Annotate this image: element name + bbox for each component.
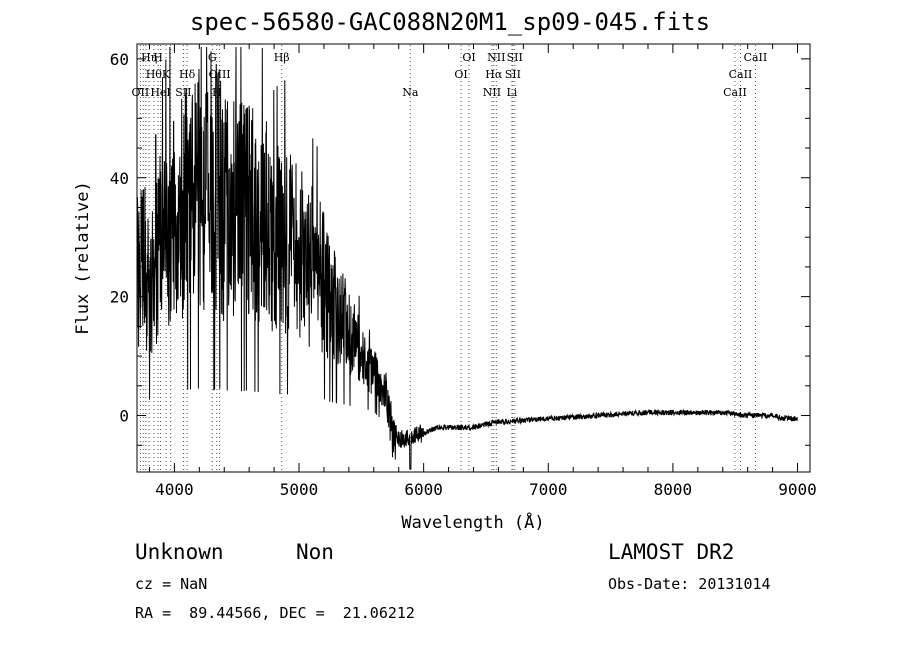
spectral-line-label: CaII [744,51,768,64]
y-tick-label: 40 [110,169,129,188]
spectral-line-label: Hα [485,68,503,81]
object-subclass: Non [296,540,334,564]
y-axis-label: Flux (relative) [73,181,93,335]
spectral-line-label: Li [506,86,517,99]
spectral-line-label: SII [507,51,523,64]
object-class: Unknown [135,540,224,564]
spectral-line-label: NII [487,51,505,64]
spectral-line-label: G [208,51,217,64]
spectral-line-label: OI [454,68,467,81]
axis-ticks: 4000 5000 6000 7000 8000 9000 0 20 40 60 [110,44,817,499]
spectrum-series [136,46,798,470]
spectral-line-label: OIII [209,68,231,81]
spectral-line-markers [139,45,756,471]
chart-title: spec-56580-GAC088N20M1_sp09-045.fits [189,8,711,36]
x-tick-label: 5000 [280,480,319,499]
y-tick-label: 20 [110,288,129,307]
y-tick-label: 60 [110,50,129,69]
x-tick-label: 4000 [155,480,194,499]
spectral-line-label: H [153,51,163,64]
spectrum-line [136,46,798,470]
spectral-line-label: OI [462,51,475,64]
spectral-line-label: CaII [723,86,747,99]
spectral-line-label: NII [483,86,501,99]
survey-name: LAMOST DR2 [608,540,735,564]
spectral-line-label: SII [505,68,521,81]
x-tick-label: 9000 [778,480,817,499]
observation-date: Obs-Date: 20131014 [608,575,771,593]
spectral-line-label: OII [132,86,150,99]
spectral-line-label: Hθ [146,68,163,81]
spectral-line-label: K [162,68,171,81]
spectral-line-label: Hη [141,51,157,64]
x-tick-label: 6000 [404,480,443,499]
spectral-line-label: SII [175,86,191,99]
spectral-line-label: H [212,86,222,99]
x-axis-label: Wavelength (Å) [401,511,544,533]
spectral-line-label: Hβ [274,51,290,64]
redshift-text: cz = NaN [135,575,208,593]
x-tick-label: 7000 [529,480,568,499]
spectral-line-label: Na [402,86,419,99]
x-tick-label: 8000 [654,480,693,499]
spectral-line-label: Hδ [179,68,196,81]
y-tick-label: 0 [119,407,129,426]
spectral-line-labels: OII Hη Hθ H HeI K SII Hδ G H OIII Hβ Na OI OI NII Hα NII L… [132,51,768,99]
coordinates-text: RA = 89.44566, DEC = 21.06212 [135,604,415,622]
spectral-line-label: HeI [150,86,170,99]
spectral-line-label: CaII [729,68,753,81]
